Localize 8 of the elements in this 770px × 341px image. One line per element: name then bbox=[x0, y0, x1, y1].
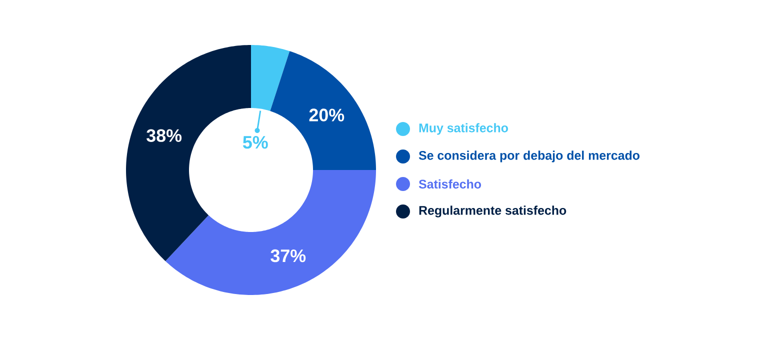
data-label: 5% bbox=[242, 136, 268, 149]
data-label: 37% bbox=[270, 249, 306, 262]
legend-label: Se considera por debajo del mercado bbox=[418, 150, 640, 162]
legend-label: Muy satisfecho bbox=[419, 123, 508, 135]
data-label: 20% bbox=[309, 108, 344, 122]
data-label: 38% bbox=[146, 129, 182, 142]
legend-label: Regularmente satisfecho bbox=[419, 206, 566, 218]
legend-label: Satisfecho bbox=[418, 179, 482, 189]
